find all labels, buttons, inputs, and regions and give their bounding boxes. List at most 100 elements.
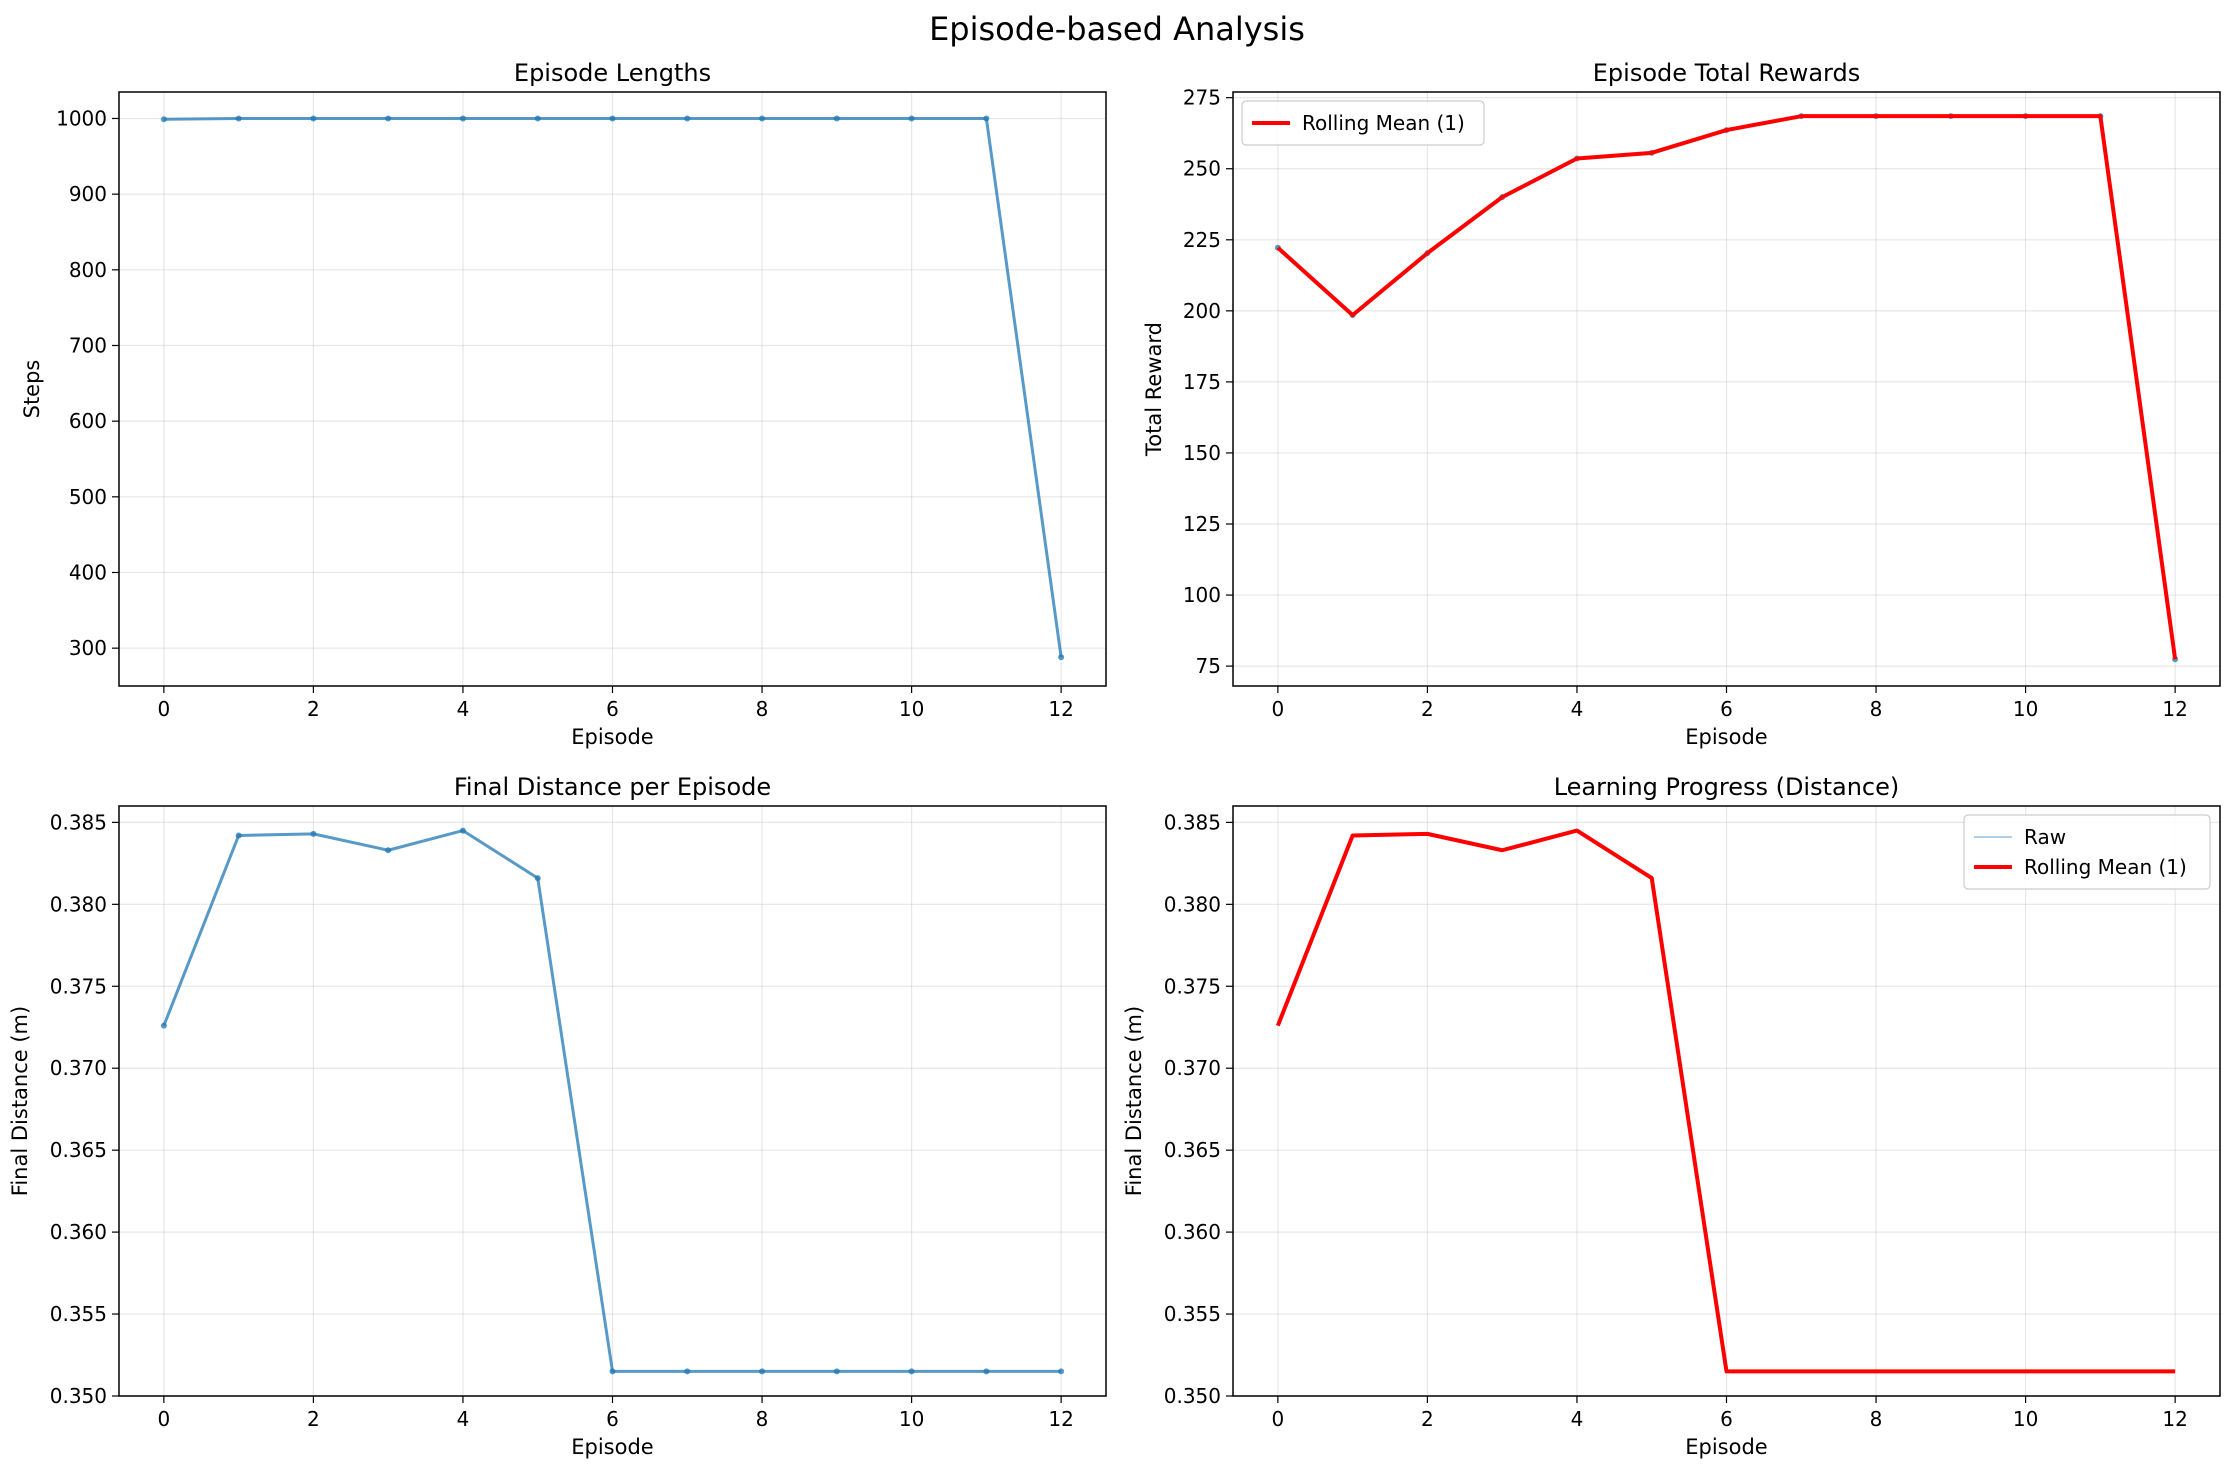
rewards-xtick-label: 2 (1421, 697, 1434, 721)
lengths-series-0-point (160, 116, 167, 123)
progress-xtick-label: 4 (1571, 1407, 1584, 1431)
distance-series-0-point (833, 1368, 840, 1375)
lengths-series-0-point (534, 115, 541, 122)
lengths-xtick-label: 12 (1048, 697, 1073, 721)
lengths-series-0-point (983, 115, 990, 122)
rewards-xtick-label: 8 (1870, 697, 1883, 721)
progress-legend-box (1963, 814, 2211, 890)
distance-xtick-label: 10 (899, 1407, 924, 1431)
distance-series-0-point (684, 1368, 691, 1375)
progress-panel: 0 2 4 6 8 10 12 0.350 0.355 0.360 0.365 0.370 0.375 0… (1122, 773, 2221, 1459)
progress-xtick-label: 12 (2162, 1407, 2187, 1431)
rewards-xlabel: Episode (1685, 725, 1767, 749)
distance-ytick-label: 0.375 (50, 974, 107, 998)
rewards-xtick-label: 10 (2013, 697, 2038, 721)
lengths-ytick-label: 800 (69, 258, 107, 282)
rewards-ytick-label: 75 (1196, 654, 1221, 678)
lengths-series-0-point (833, 115, 840, 122)
rewards-ytick-label: 250 (1183, 157, 1221, 181)
distance-xtick-label: 6 (606, 1407, 619, 1431)
lengths-xtick-label: 10 (899, 697, 924, 721)
lengths-xlabel: Episode (571, 725, 653, 749)
progress-legend-label: Rolling Mean (1) (2024, 855, 2187, 879)
progress-ytick-label: 0.365 (1164, 1138, 1221, 1162)
distance-series-0-point (310, 830, 317, 837)
distance-xtick-label: 2 (307, 1407, 320, 1431)
distance-ytick-label: 0.365 (50, 1138, 107, 1162)
lengths-series-0-point (1058, 654, 1065, 661)
lengths-series-0-point (759, 115, 766, 122)
rewards-legend: Rolling Mean (1) (1241, 100, 1485, 146)
progress-ytick-label: 0.375 (1164, 974, 1221, 998)
distance-ytick-label: 0.385 (50, 810, 107, 834)
lengths-series-0-point (609, 115, 616, 122)
progress-xtick-label: 10 (2013, 1407, 2038, 1431)
distance-series-0-point (534, 875, 541, 882)
lengths-ytick-label: 900 (69, 182, 107, 206)
progress-legend: Raw Rolling Mean (1) (1963, 814, 2211, 890)
lengths-series-0-point (310, 115, 317, 122)
lengths-ytick-label: 600 (69, 409, 107, 433)
lengths-ylabel: Steps (20, 360, 44, 419)
lengths-xtick-label: 2 (307, 697, 320, 721)
rewards-ytick-label: 100 (1183, 583, 1221, 607)
rewards-ytick-label: 275 (1183, 86, 1221, 110)
progress-ytick-label: 0.385 (1164, 810, 1221, 834)
rewards-panel: 0 2 4 6 8 10 12 75 100 125 150 175 200 225 250 275 Episo… (1142, 59, 2221, 749)
lengths-panel: 0 2 4 6 8 10 12 300 400 500 600 700 800 900 1000 Episod… (20, 59, 1107, 749)
rewards-xtick-label: 6 (1720, 697, 1733, 721)
figure-suptitle: Episode-based Analysis (929, 10, 1305, 48)
progress-ytick-label: 0.355 (1164, 1302, 1221, 1326)
distance-xtick-label: 4 (457, 1407, 470, 1431)
distance-xtick-label: 8 (756, 1407, 769, 1431)
lengths-xtick-label: 4 (457, 697, 470, 721)
rewards-ytick-label: 125 (1183, 512, 1221, 536)
lengths-ytick-label: 400 (69, 560, 107, 584)
progress-xtick-label: 6 (1720, 1407, 1733, 1431)
distance-title: Final Distance per Episode (454, 773, 771, 801)
progress-ylabel: Final Distance (m) (1122, 1006, 1146, 1196)
distance-series-0-point (759, 1368, 766, 1375)
distance-series-0-point (459, 827, 466, 834)
distance-panel: 0 2 4 6 8 10 12 0.350 0.355 0.360 0.365 0.370 0.375 0… (8, 773, 1107, 1459)
lengths-xtick-label: 8 (756, 697, 769, 721)
lengths-xtick-label: 6 (606, 697, 619, 721)
rewards-ylabel: Total Reward (1142, 322, 1166, 457)
lengths-title: Episode Lengths (514, 59, 711, 87)
lengths-series-0-point (684, 115, 691, 122)
progress-xtick-label: 2 (1421, 1407, 1434, 1431)
distance-ylabel: Final Distance (m) (8, 1006, 32, 1196)
distance-xtick-label: 12 (1048, 1407, 1073, 1431)
distance-series-0-point (235, 832, 242, 839)
lengths-series-0-point (235, 115, 242, 122)
rewards-legend-label: Rolling Mean (1) (1302, 111, 1465, 135)
rewards-xtick-label: 12 (2162, 697, 2187, 721)
distance-series-0-point (385, 847, 392, 854)
rewards-ytick-label: 225 (1183, 228, 1221, 252)
lengths-series-0-point (459, 115, 466, 122)
lengths-ytick-label: 700 (69, 333, 107, 357)
progress-legend-label: Raw (2024, 825, 2066, 849)
rewards-ytick-label: 150 (1183, 441, 1221, 465)
distance-ytick-label: 0.350 (50, 1384, 107, 1408)
distance-ytick-label: 0.360 (50, 1220, 107, 1244)
progress-series-1-line (1275, 828, 2176, 1374)
distance-series-0-point (983, 1368, 990, 1375)
progress-xtick-label: 8 (1870, 1407, 1883, 1431)
lengths-ytick-label: 1000 (56, 106, 107, 130)
lengths-series-0-point (908, 115, 915, 122)
progress-xtick-label: 0 (1271, 1407, 1284, 1431)
progress-title: Learning Progress (Distance) (1554, 773, 1900, 801)
distance-xlabel: Episode (571, 1435, 653, 1459)
distance-xtick-label: 0 (157, 1407, 170, 1431)
progress-ytick-label: 0.380 (1164, 892, 1221, 916)
progress-ytick-label: 0.360 (1164, 1220, 1221, 1244)
distance-ytick-label: 0.355 (50, 1302, 107, 1326)
rewards-ytick-label: 175 (1183, 370, 1221, 394)
progress-ytick-label: 0.350 (1164, 1384, 1221, 1408)
rewards-xtick-label: 4 (1571, 697, 1584, 721)
lengths-series-0-point (385, 115, 392, 122)
distance-series-0-point (1058, 1368, 1065, 1375)
rewards-title: Episode Total Rewards (1593, 59, 1860, 87)
